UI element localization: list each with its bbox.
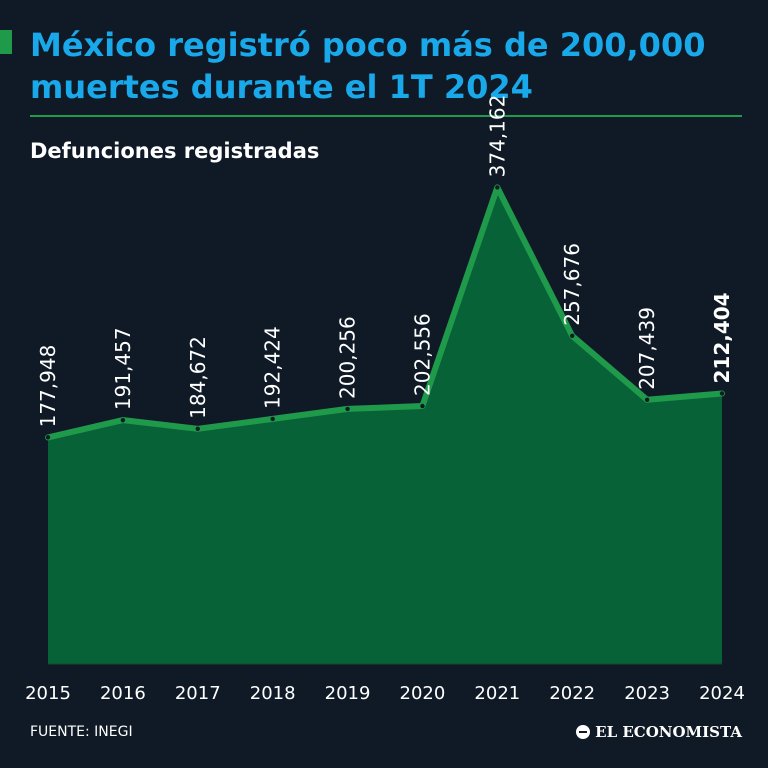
x-tick-label: 2023 [624,683,670,704]
data-point [270,416,275,422]
data-label: 192,424 [261,326,285,409]
data-label: 257,676 [560,243,584,326]
data-label: 212,404 [710,292,734,383]
data-label: 191,457 [111,327,135,410]
data-point [719,391,725,396]
x-tick-label: 2022 [549,683,595,704]
data-label: 374,162 [485,95,509,178]
data-point [570,333,575,339]
title-divider [30,115,742,117]
title-accent-bar [0,30,12,54]
chart-subtitle: Defunciones registradas [30,139,320,163]
data-label: 184,672 [186,336,210,419]
brand-name: EL ECONOMISTA [595,723,742,741]
brand-logo: EL ECONOMISTA [576,723,742,741]
data-point [420,403,425,409]
data-point [345,406,350,412]
footer-source: FUENTE: INEGI [30,724,133,740]
x-tick-label: 2015 [25,683,71,704]
data-point [644,397,650,402]
data-label: 200,256 [336,316,360,399]
x-tick-label: 2017 [175,683,221,704]
data-label: 207,439 [635,307,659,390]
newspaper-logo-icon [576,725,591,739]
data-point [120,417,126,423]
area-fill [48,187,722,664]
data-point [495,185,500,190]
x-tick-label: 2024 [699,683,745,704]
x-tick-label: 2020 [400,683,446,704]
page-title: México registró poco más de 200,000 muer… [30,26,706,106]
x-tick-label: 2016 [100,683,146,704]
data-point [45,435,51,440]
data-label: 202,556 [410,313,434,396]
x-tick-label: 2021 [474,683,520,704]
x-tick-label: 2019 [325,683,371,704]
x-tick-label: 2018 [250,683,296,704]
data-point [195,426,200,431]
series-line [45,184,725,441]
data-label: 177,948 [36,345,60,428]
